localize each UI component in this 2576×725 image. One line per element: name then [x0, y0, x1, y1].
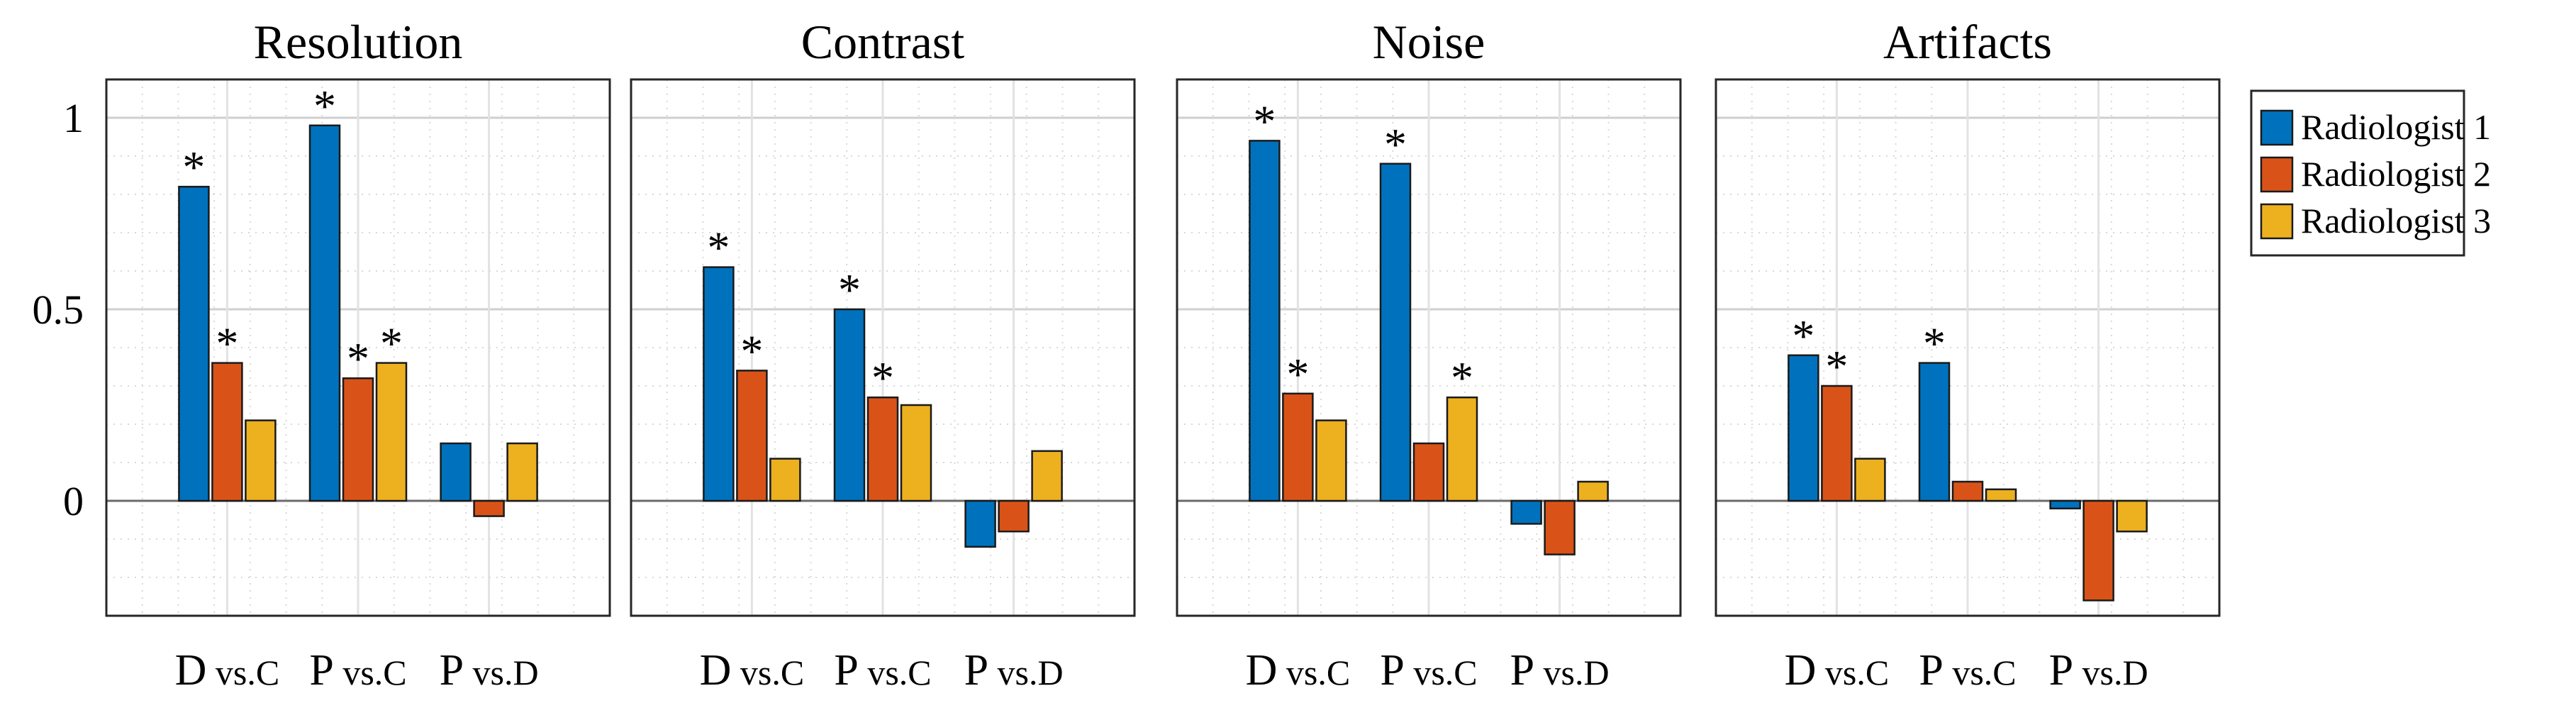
bar-radiologist-2-2	[2082, 499, 2114, 602]
bar-radiologist-1-1	[1918, 362, 1951, 502]
bar-radiologist-3-1	[1446, 396, 1478, 502]
bar-radiologist-2-0	[211, 362, 243, 502]
bar-radiologist-3-2	[2116, 499, 2148, 533]
significance-star: *	[707, 223, 730, 273]
legend: Radiologist 1 Radiologist 2 Radiologist 3	[2250, 89, 2491, 257]
bar-radiologist-3-2	[1577, 480, 1609, 502]
x-tick-label: P vs.D	[2049, 646, 2148, 694]
x-tick-label: P vs.C	[834, 646, 931, 694]
bar-radiologist-2-2	[998, 499, 1030, 533]
bar-radiologist-3-0	[1854, 458, 1886, 502]
x-tick-label: P vs.D	[440, 646, 539, 694]
significance-star: *	[182, 142, 205, 192]
axes-frame	[630, 78, 1136, 617]
axes-frame	[1176, 78, 1682, 617]
bar-radiologist-1-0	[1249, 140, 1281, 502]
significance-star: *	[1923, 319, 1946, 369]
x-tick-label: P vs.C	[1919, 646, 2016, 694]
bar-radiologist-1-2	[964, 499, 996, 548]
x-tick-label: P vs.C	[1380, 646, 1477, 694]
bar-radiologist-1-2	[1510, 499, 1542, 525]
bar-radiologist-2-1	[1951, 480, 1984, 502]
legend-swatch	[2260, 109, 2294, 146]
x-tick-label: P vs.D	[1510, 646, 1610, 694]
bar-radiologist-3-1	[900, 404, 932, 502]
bar-radiologist-2-2	[473, 499, 505, 517]
x-tick-label: D vs.C	[1785, 646, 1890, 694]
significance-star: *	[1825, 341, 1848, 392]
significance-star: *	[216, 319, 238, 369]
panel-noise: * * * * Noise D vs.C P vs.C P vs.D	[1176, 15, 1682, 694]
axes-frame	[105, 78, 611, 617]
panel-title: Noise	[1373, 15, 1485, 69]
significance-star: *	[347, 333, 369, 384]
panel-title: Artifacts	[1883, 15, 2052, 69]
bar-radiologist-2-1	[342, 377, 374, 502]
bar-radiologist-2-1	[1412, 442, 1445, 502]
bar-radiologist-1-1	[1379, 162, 1412, 502]
bar-radiologist-2-2	[1544, 499, 1576, 555]
panel-title: Resolution	[254, 15, 463, 69]
y-tick-label: 1	[63, 95, 84, 141]
significance-star: *	[838, 265, 861, 315]
bar-radiologist-3-0	[769, 458, 801, 502]
bar-radiologist-3-1	[1985, 488, 2017, 502]
significance-star: *	[740, 326, 763, 376]
bar-radiologist-1-1	[308, 124, 341, 502]
bar-radiologist-3-1	[375, 362, 408, 502]
bar-radiologist-2-0	[1821, 384, 1853, 502]
significance-star: *	[871, 353, 894, 403]
legend-label: Radiologist 2	[2301, 154, 2491, 194]
bar-radiologist-1-0	[178, 185, 210, 502]
significance-star: *	[1384, 119, 1407, 170]
x-tick-label: D vs.C	[1246, 646, 1351, 694]
bar-radiologist-3-0	[1315, 419, 1347, 502]
x-tick-label: D vs.C	[700, 646, 805, 694]
significance-star: *	[1253, 96, 1276, 146]
bar-radiologist-3-2	[506, 442, 538, 502]
bar-radiologist-3-0	[245, 419, 277, 502]
significance-star: *	[313, 81, 336, 131]
x-tick-label: D vs.C	[175, 646, 280, 694]
bar-radiologist-1-0	[1788, 354, 1819, 502]
bar-radiologist-1-2	[440, 442, 472, 502]
bar-radiologist-2-0	[736, 370, 768, 502]
bar-radiologist-2-1	[866, 396, 899, 502]
y-tick-label: 0	[63, 478, 84, 524]
bar-radiologist-3-2	[1031, 450, 1063, 502]
y-axis-labels: 00.51	[33, 95, 84, 524]
legend-swatch	[2260, 203, 2294, 240]
bar-radiologist-2-0	[1282, 392, 1314, 502]
bar-radiologist-1-2	[2049, 499, 2081, 510]
significance-star: *	[1792, 311, 1814, 361]
x-tick-label: P vs.D	[964, 646, 1064, 694]
panel-title: Contrast	[801, 15, 965, 69]
bar-radiologist-1-1	[833, 308, 866, 502]
x-tick-label: P vs.C	[309, 646, 406, 694]
legend-label: Radiologist 3	[2301, 201, 2491, 240]
bar-radiologist-1-0	[703, 266, 735, 502]
significance-star: *	[1451, 353, 1473, 403]
significance-star: *	[380, 319, 403, 369]
grid	[1177, 79, 1680, 616]
significance-star: *	[1286, 349, 1309, 399]
y-tick-label: 0.5	[33, 287, 84, 333]
axes-frame	[1714, 78, 2221, 617]
legend-label: Radiologist 1	[2301, 107, 2491, 147]
legend-swatch	[2260, 156, 2294, 193]
